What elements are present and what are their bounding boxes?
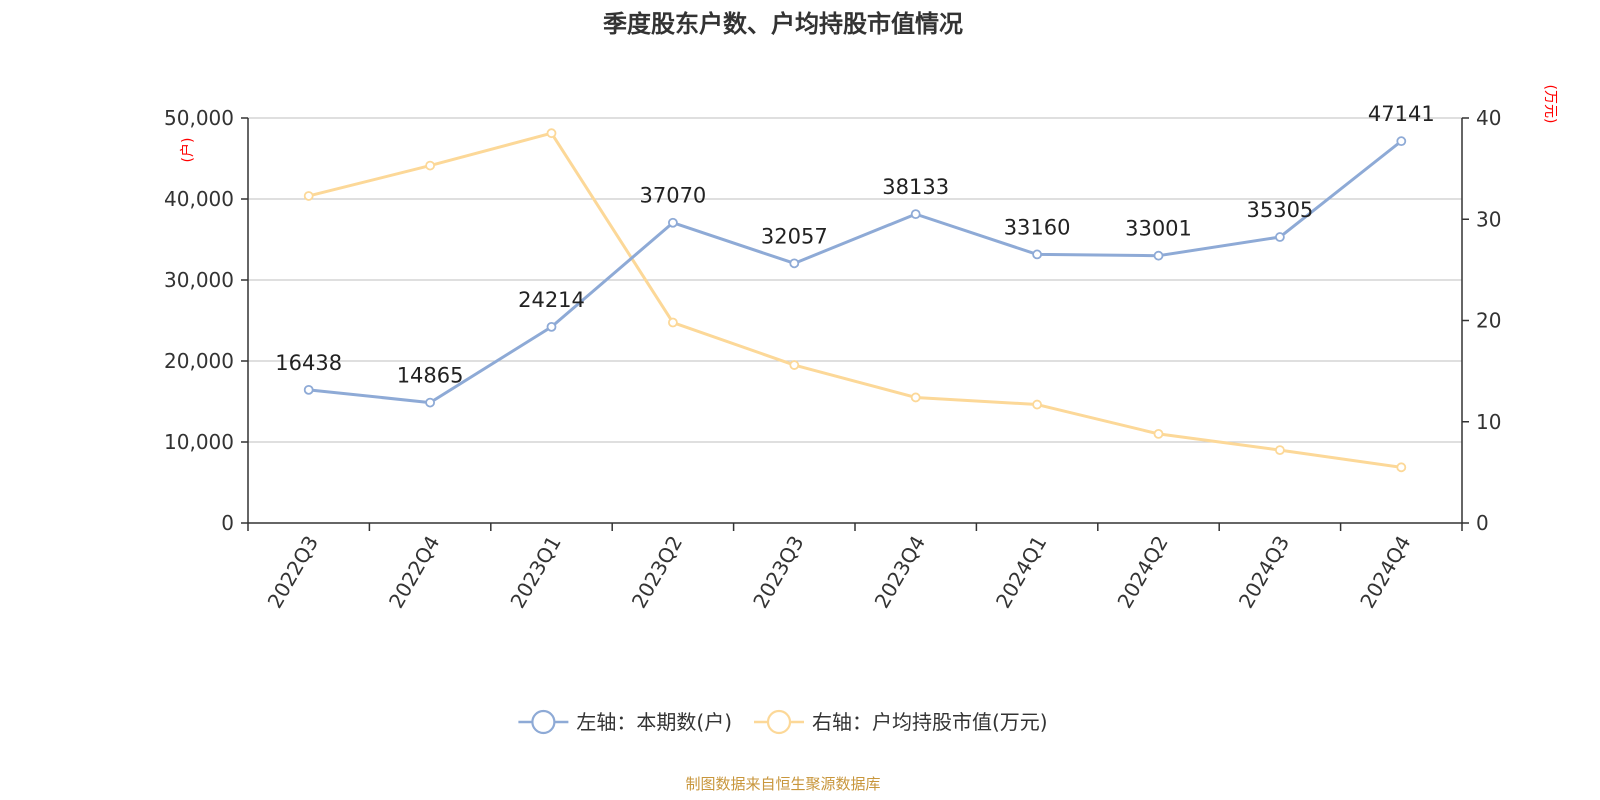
data-label: 33001 xyxy=(1125,217,1192,241)
data-label: 47141 xyxy=(1368,102,1435,126)
series-layer: 16438 14865 24214 37070 32057 38133 33160 33001… xyxy=(275,102,1435,473)
x-tick-label: 2023Q2 xyxy=(627,532,687,613)
data-point[interactable] xyxy=(789,258,800,269)
x-tick-label: 2024Q4 xyxy=(1355,532,1415,613)
x-tick-label: 2023Q4 xyxy=(870,532,930,613)
series-left: 16438 14865 24214 37070 32057 38133 33160 33001… xyxy=(275,102,1435,408)
data-point[interactable] xyxy=(1032,399,1042,410)
legend-label: 右轴：户均持股市值(万元) xyxy=(812,710,1048,734)
legend-item-right[interactable]: 右轴：户均持股市值(万元) xyxy=(754,709,1048,735)
left-tick-label: 20,000 xyxy=(164,349,234,373)
left-tick-label: 30,000 xyxy=(164,268,234,292)
right-tick-label: 40 xyxy=(1476,106,1501,130)
x-tick-label: 2023Q3 xyxy=(748,532,808,613)
x-tick-label: 2023Q1 xyxy=(505,532,565,613)
data-label: 35305 xyxy=(1246,198,1313,222)
source-note: 制图数据来自恒生聚源数据库 xyxy=(685,775,880,793)
data-point[interactable] xyxy=(910,209,921,220)
x-tick-label: 2024Q3 xyxy=(1234,532,1294,613)
data-point[interactable] xyxy=(546,128,557,139)
data-point[interactable] xyxy=(425,397,436,408)
data-point[interactable] xyxy=(1396,136,1407,147)
legend[interactable]: 左轴：本期数(户) 右轴：户均持股市值(万元) xyxy=(518,709,1048,735)
legend-item-left[interactable]: 左轴：本期数(户) xyxy=(518,709,732,735)
series-line-right xyxy=(308,131,1402,469)
grid-lines xyxy=(248,117,1462,443)
series-right xyxy=(303,128,1407,473)
axes xyxy=(247,118,1463,531)
data-label: 38133 xyxy=(882,175,949,199)
data-point[interactable] xyxy=(303,191,314,201)
left-tick-label: 50,000 xyxy=(164,106,234,130)
series-line-left xyxy=(308,139,1403,405)
right-tick-label: 20 xyxy=(1476,309,1501,333)
data-point[interactable] xyxy=(1275,232,1285,242)
left-axis-unit: (户) xyxy=(179,138,196,163)
legend-circle-icon xyxy=(531,709,556,735)
data-point[interactable] xyxy=(668,317,678,328)
legend-circle-icon xyxy=(766,709,792,735)
right-axis-ticks: 0 10 20 30 40 xyxy=(1462,106,1501,535)
data-point[interactable] xyxy=(668,217,678,228)
x-tick-label: 2022Q4 xyxy=(384,532,444,613)
chart-title: 季度股东户数、户均持股市值情况 xyxy=(603,10,963,38)
data-point[interactable] xyxy=(1275,445,1285,456)
data-point[interactable] xyxy=(425,160,436,171)
right-tick-label: 30 xyxy=(1476,207,1501,231)
data-point[interactable] xyxy=(1153,428,1164,439)
data-label: 32057 xyxy=(761,224,828,248)
data-point[interactable] xyxy=(910,392,921,403)
data-point[interactable] xyxy=(1032,249,1042,260)
right-tick-label: 0 xyxy=(1476,511,1489,535)
data-label: 14865 xyxy=(397,364,464,388)
data-label: 24214 xyxy=(518,288,585,312)
left-tick-label: 10,000 xyxy=(164,430,234,454)
data-point[interactable] xyxy=(546,321,557,332)
data-point[interactable] xyxy=(789,360,800,370)
data-label: 37070 xyxy=(639,184,706,208)
x-tick-label: 2024Q2 xyxy=(1112,532,1172,613)
left-tick-label: 0 xyxy=(221,511,234,535)
left-tick-label: 40,000 xyxy=(164,187,234,211)
data-label: 33160 xyxy=(1004,215,1071,239)
x-tick-label: 2024Q1 xyxy=(991,532,1051,613)
data-label: 16438 xyxy=(275,351,342,375)
x-tick-label: 2022Q3 xyxy=(263,532,323,613)
data-point[interactable] xyxy=(1153,250,1164,261)
legend-label: 左轴：本期数(户) xyxy=(576,710,732,734)
left-axis-ticks: 0 10,000 20,000 30,000 40,000 50,000 xyxy=(164,106,248,535)
right-tick-label: 10 xyxy=(1476,410,1501,434)
data-point[interactable] xyxy=(1396,462,1407,473)
data-point[interactable] xyxy=(303,384,314,395)
right-axis-unit: (万元) xyxy=(1542,85,1558,124)
x-axis-ticks: 2022Q3 2022Q4 2023Q1 2023Q2 2023Q3 2023Q4 2024… xyxy=(263,532,1416,613)
